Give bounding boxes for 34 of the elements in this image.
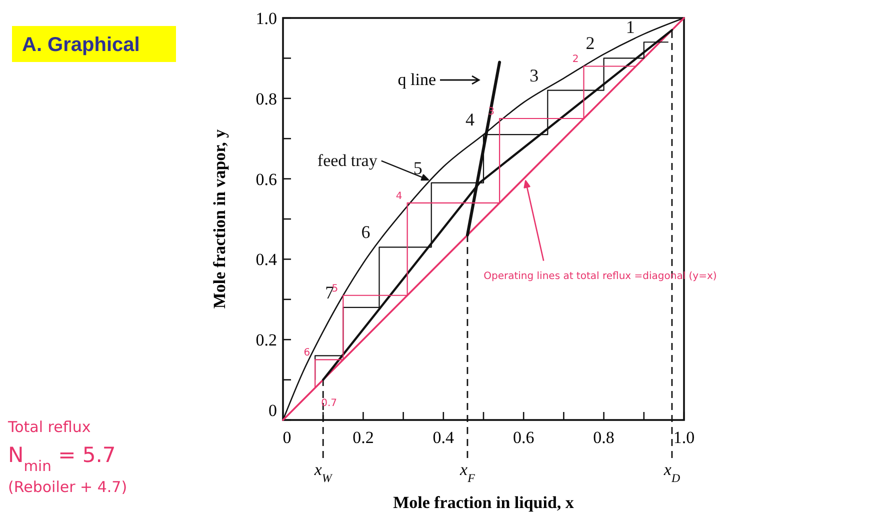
annotation: q line bbox=[398, 70, 436, 89]
annotation: 6 bbox=[361, 222, 370, 242]
annotation: 2 bbox=[586, 33, 595, 54]
annotation: 5 bbox=[413, 158, 422, 178]
x-axis-title: Mole fraction in liquid, x bbox=[393, 493, 574, 512]
x-tick-label: 0.2 bbox=[352, 428, 374, 447]
x-tick-label: 0.8 bbox=[593, 428, 614, 447]
annotation: feed tray bbox=[317, 150, 378, 170]
annotation: 1 bbox=[626, 17, 635, 38]
annotation: 4 bbox=[466, 110, 474, 130]
text: A. Graphical bbox=[22, 34, 140, 56]
text: (Reboiler + 4.7) bbox=[8, 478, 128, 496]
text: N$_{min}$ = 5.7 bbox=[8, 443, 116, 474]
x-tick-label: 0.4 bbox=[432, 428, 455, 447]
annotation: 4 bbox=[396, 190, 402, 202]
y-tick-label: 1.0 bbox=[256, 9, 277, 28]
annotation: 3 bbox=[530, 65, 539, 86]
y-axis-title: Mole fraction in vapor, y bbox=[210, 128, 229, 309]
annotation: 5 bbox=[332, 283, 338, 294]
ref-line-label: x$_{W}$ bbox=[313, 460, 333, 485]
x-tick-label: 0.6 bbox=[512, 428, 534, 447]
ref-line-label: x$_{D}$ bbox=[662, 460, 680, 485]
y-tick-label: 0.2 bbox=[256, 330, 277, 350]
x-tick-label: 0 bbox=[282, 428, 292, 447]
y-tick-label: 0.8 bbox=[256, 89, 277, 108]
x-tick-label: 1.0 bbox=[673, 428, 695, 447]
y-tick-label: 0 bbox=[268, 401, 277, 420]
annotation: 0.7 bbox=[321, 398, 337, 409]
y-tick-label: 0.4 bbox=[256, 250, 278, 270]
y-tick-label: 0.6 bbox=[256, 170, 277, 189]
annotation: 2 bbox=[572, 54, 579, 66]
ref-line-label: x$_{F}$ bbox=[459, 460, 476, 485]
text: Total reflux bbox=[7, 418, 91, 436]
annotation: 6 bbox=[304, 348, 310, 359]
